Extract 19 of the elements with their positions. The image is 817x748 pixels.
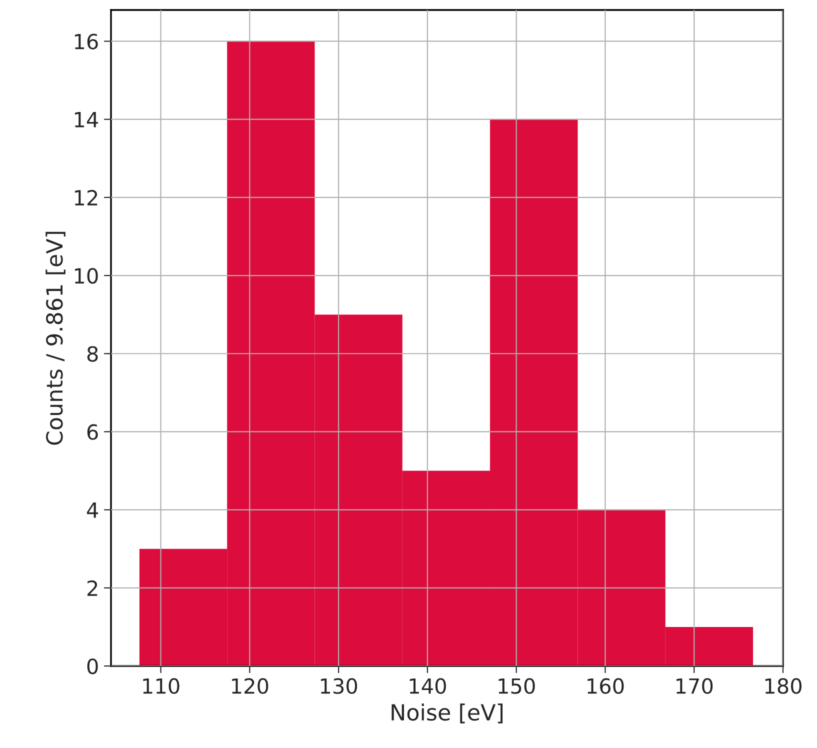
y-tick-label: 16 (74, 34, 98, 50)
x-tick-label: 180 (765, 678, 802, 694)
x-tick-label: 160 (588, 678, 624, 694)
y-tick-label: 2 (87, 580, 98, 596)
x-tick-label: 170 (676, 678, 713, 694)
x-tick-label: 120 (232, 678, 268, 694)
y-tick-label: 12 (74, 190, 98, 206)
y-tick-label: 14 (74, 112, 98, 128)
x-tick-label: 150 (498, 678, 535, 694)
x-tick-label: 110 (143, 678, 180, 694)
x-axis-title: Noise [eV] (392, 704, 503, 724)
y-tick-label: 6 (87, 424, 98, 440)
y-tick-label: 10 (74, 268, 98, 284)
y-axis-title: Counts / 9.861 [eV] (46, 232, 66, 445)
x-tick-label: 130 (320, 678, 358, 694)
y-tick-label: 0 (87, 658, 98, 674)
y-tick-label: 8 (87, 346, 98, 362)
y-tick-label: 4 (86, 502, 98, 518)
x-tick-label: 140 (410, 678, 446, 694)
